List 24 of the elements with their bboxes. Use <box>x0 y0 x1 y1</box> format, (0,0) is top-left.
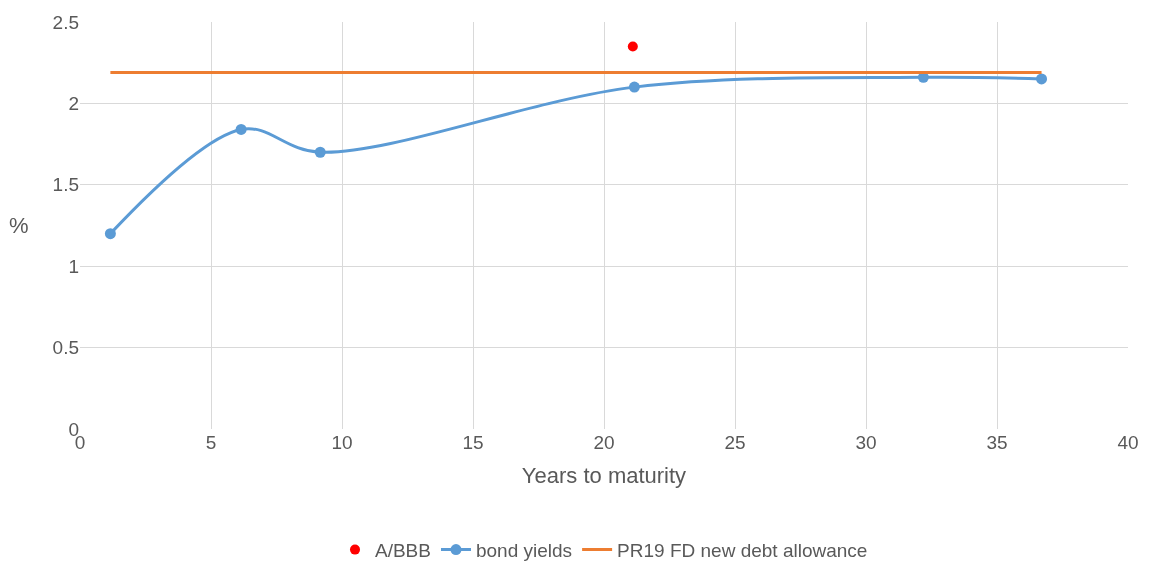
x-tick-label: 25 <box>724 432 746 453</box>
x-tick-label: 20 <box>593 432 615 453</box>
x-tick-label: 40 <box>1117 432 1139 453</box>
legend-label: PR19 FD new debt allowance <box>617 540 868 562</box>
y-tick-label: 2 <box>68 93 79 115</box>
point <box>104 228 116 240</box>
point <box>1036 73 1048 85</box>
y-tick-label: 1 <box>68 255 79 277</box>
y-tick-label: 1.5 <box>52 174 79 196</box>
point <box>627 41 638 52</box>
x-tick-label: 10 <box>331 432 353 453</box>
x-tick-label: 35 <box>986 432 1008 453</box>
y-tick-label: 2.5 <box>52 11 79 33</box>
legend-label: A/BBB <box>375 540 431 562</box>
x-tick-label: 5 <box>205 432 217 453</box>
x-tick-label: 30 <box>855 432 877 453</box>
x-axis-title: Years to maturity <box>521 462 687 488</box>
point <box>314 146 326 158</box>
legend-label: bond yields <box>475 540 573 562</box>
x-tick-label: 15 <box>462 432 484 453</box>
point <box>628 81 640 93</box>
point <box>235 123 247 135</box>
y-tick-label: 0.5 <box>52 337 79 359</box>
y-axis-title: % <box>9 213 29 238</box>
